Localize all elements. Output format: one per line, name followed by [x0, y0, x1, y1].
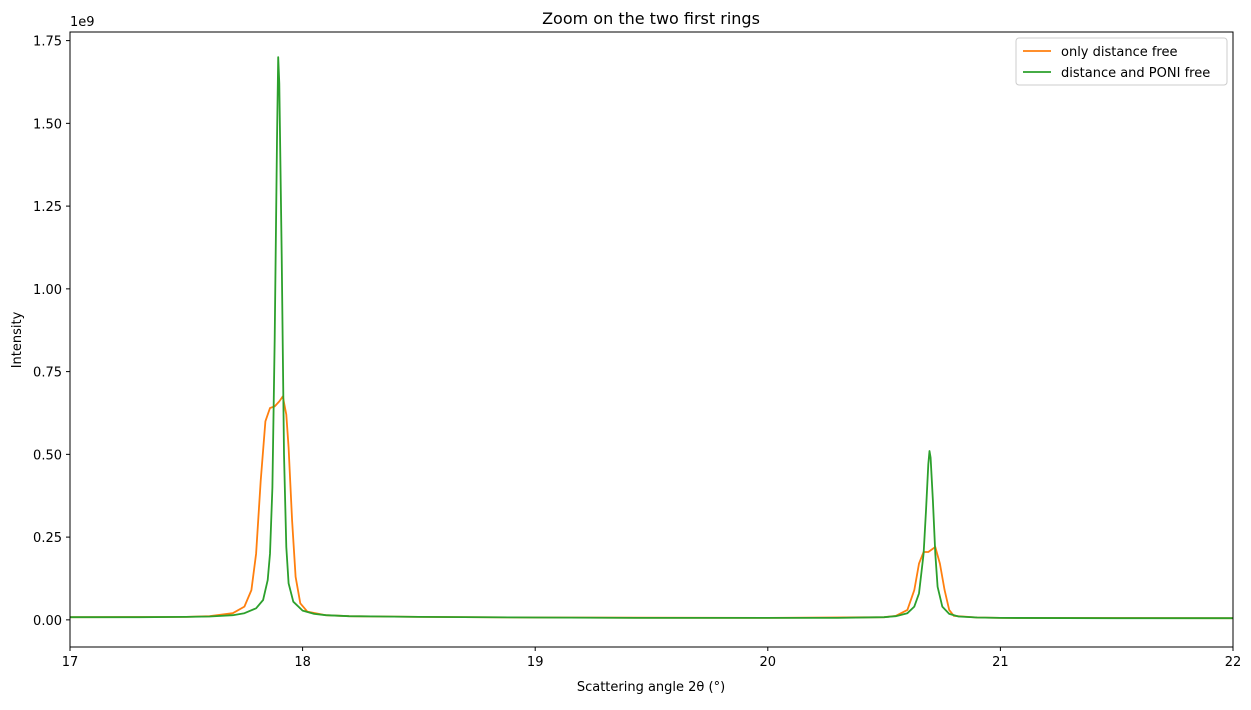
y-tick-label: 0.25 [33, 531, 62, 546]
y-tick-label: 0.00 [33, 614, 62, 629]
y-tick-label: 1.25 [33, 200, 62, 215]
legend-label: only distance free [1061, 45, 1177, 60]
x-tick-label: 18 [294, 655, 311, 670]
y-tick-label: 1.50 [33, 117, 62, 132]
x-tick-label: 17 [62, 655, 79, 670]
x-axis-label: Scattering angle 2θ (°) [577, 680, 725, 695]
series-layer [69, 56, 1234, 620]
y-tick-label: 1.75 [33, 35, 62, 50]
legend-box [1015, 37, 1228, 86]
x-tick-label: 20 [760, 655, 777, 670]
series-line-1 [70, 56, 1233, 620]
axis-ticks: 17 18 19 20 21 22 0.00 0.25 0.50 0.75 1.00 1.25 1.50… [33, 35, 1241, 670]
series-line-0 [69, 395, 1234, 620]
y-tick-label: 0.50 [33, 448, 62, 463]
y-tick-label: 1.00 [33, 283, 62, 298]
x-tick-label: 22 [1225, 655, 1242, 670]
legend: only distance free distance and PONI free [1015, 37, 1228, 86]
x-tick-label: 19 [527, 655, 544, 670]
x-tick-label: 21 [992, 655, 1009, 670]
y-tick-label: 0.75 [33, 366, 62, 381]
y-offset-label: 1e9 [70, 15, 95, 30]
chart-title: Zoom on the two first rings [542, 9, 760, 28]
y-axis-label: Intensity [10, 311, 25, 368]
plot-frame [69, 31, 1234, 648]
legend-label: distance and PONI free [1061, 66, 1210, 81]
